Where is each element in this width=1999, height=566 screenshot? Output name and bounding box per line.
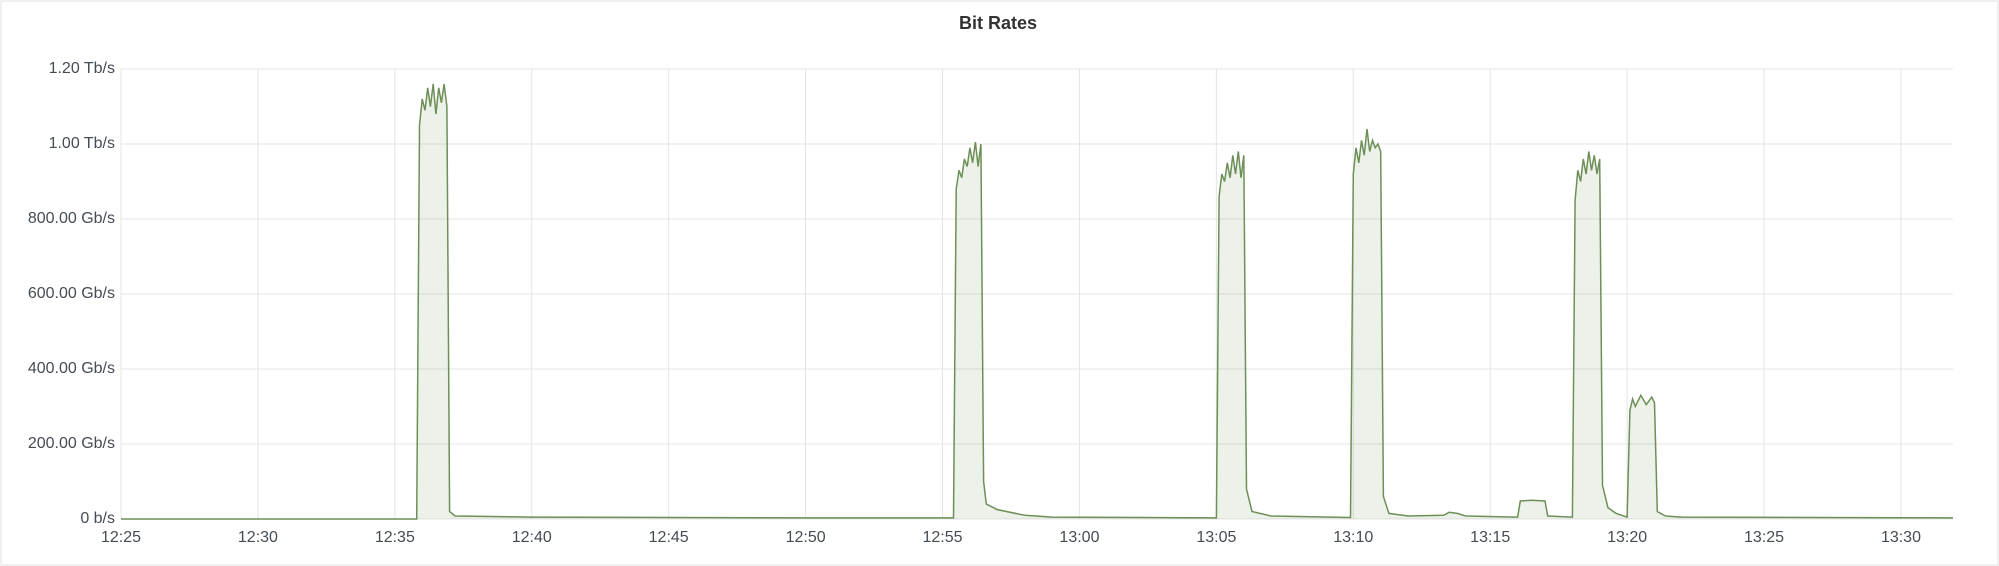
y-tick-label: 200.00 Gb/s bbox=[28, 435, 115, 452]
x-tick-label: 13:15 bbox=[1470, 529, 1510, 546]
y-tick-label: 400.00 Gb/s bbox=[28, 360, 115, 377]
y-tick-label: 0 b/s bbox=[80, 510, 115, 527]
x-tick-label: 12:55 bbox=[923, 529, 963, 546]
y-tick-label: 1.00 Tb/s bbox=[49, 135, 115, 152]
x-tick-label: 13:25 bbox=[1744, 529, 1784, 546]
y-tick-label: 800.00 Gb/s bbox=[28, 210, 115, 227]
y-tick-label: 600.00 Gb/s bbox=[28, 285, 115, 302]
x-tick-label: 13:20 bbox=[1607, 529, 1647, 546]
series-line bbox=[121, 83, 1954, 520]
y-tick-label: 1.20 Tb/s bbox=[49, 60, 115, 77]
x-tick-label: 12:30 bbox=[238, 529, 278, 546]
x-tick-label: 12:40 bbox=[512, 529, 552, 546]
x-tick-label: 12:25 bbox=[101, 529, 141, 546]
x-tick-label: 12:50 bbox=[786, 529, 826, 546]
x-tick-label: 13:10 bbox=[1333, 529, 1373, 546]
chart-title: Bit Rates bbox=[959, 13, 1037, 33]
x-tick-label: 12:35 bbox=[375, 529, 415, 546]
area-fill bbox=[121, 84, 1953, 519]
x-tick-label: 12:45 bbox=[649, 529, 689, 546]
x-tick-label: 13:00 bbox=[1059, 529, 1099, 546]
x-tick-label: 13:05 bbox=[1196, 529, 1236, 546]
x-tick-label: 13:30 bbox=[1881, 529, 1921, 546]
